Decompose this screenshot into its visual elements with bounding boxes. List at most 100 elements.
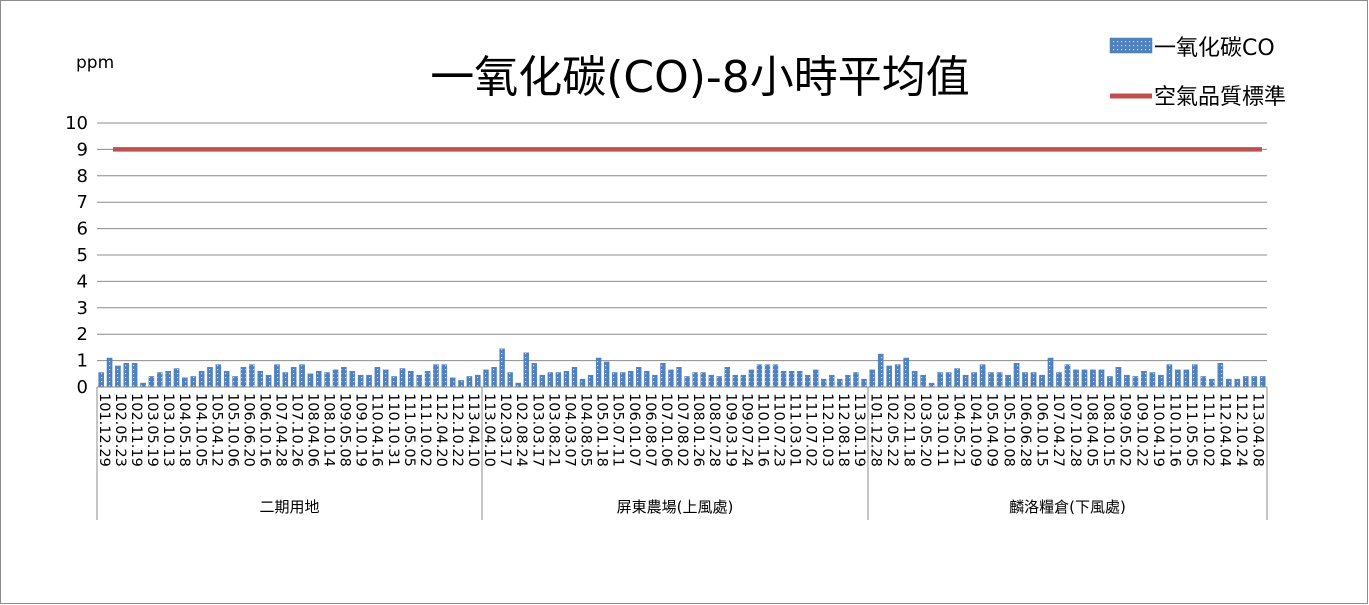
bar <box>1208 378 1215 388</box>
x-tick-label: 108.04.05 <box>1083 393 1099 467</box>
bar <box>1175 369 1181 388</box>
bar <box>523 352 529 388</box>
x-tick-label: 113.04.08 <box>1250 393 1266 467</box>
bar <box>165 370 171 388</box>
bar <box>1259 376 1266 388</box>
bar <box>173 368 180 388</box>
x-tick-label: 111.05.05 <box>401 393 417 467</box>
bar <box>1030 372 1037 388</box>
bar <box>290 367 297 388</box>
y-tick-label: 8 <box>77 166 88 187</box>
bar <box>547 372 554 388</box>
x-tick-label: 104.10.09 <box>967 393 983 467</box>
x-tick-label: 106.06.20 <box>240 393 256 467</box>
bar <box>740 374 747 388</box>
bar <box>1039 374 1045 388</box>
bar <box>903 357 910 388</box>
bar <box>1217 363 1224 388</box>
x-tick-label: 110.04.19 <box>1150 393 1166 467</box>
bar <box>937 372 943 388</box>
bar <box>813 369 819 388</box>
x-tick-label: 105.07.11 <box>610 393 626 467</box>
bar <box>265 374 272 388</box>
legend-swatch-co <box>1109 37 1153 54</box>
bar <box>1192 364 1198 388</box>
bar <box>299 364 305 388</box>
bar <box>1225 378 1232 388</box>
x-tick-label: 103.05.20 <box>917 393 933 467</box>
x-tick-label: 113.01.19 <box>851 393 867 467</box>
x-tick-label: 107.04.27 <box>1050 393 1066 467</box>
bar <box>507 372 513 388</box>
x-tick-label: 107.10.26 <box>289 393 305 467</box>
bar <box>996 372 1003 388</box>
x-tick-label: 106.10.16 <box>256 393 272 467</box>
x-tick-label: 112.04.20 <box>433 393 449 467</box>
y-tick-label: 1 <box>77 351 88 372</box>
x-tick-label: 107.01.06 <box>658 393 674 467</box>
bar <box>877 353 884 388</box>
bar <box>988 372 994 388</box>
y-tick-label: 5 <box>77 245 88 266</box>
bar <box>979 364 986 388</box>
bar <box>408 370 414 388</box>
bar <box>416 374 423 388</box>
bar <box>382 369 389 388</box>
bar <box>148 376 155 388</box>
x-tick-label: 109.05.02 <box>1117 393 1133 467</box>
bar <box>1149 372 1156 388</box>
x-tick-label: 113.04.10 <box>481 393 497 467</box>
bar <box>98 372 104 388</box>
x-tick-label: 109.10.22 <box>1133 393 1149 467</box>
bar <box>821 378 827 388</box>
bar <box>106 357 113 388</box>
x-tick-label: 105.01.18 <box>594 393 610 467</box>
bar <box>156 372 163 388</box>
x-tick-label: 109.07.24 <box>738 393 754 467</box>
x-tick-label: 102.11.18 <box>901 393 917 467</box>
bar <box>732 374 739 388</box>
bar <box>349 370 356 388</box>
bar <box>579 378 586 388</box>
bar <box>796 370 803 388</box>
bar <box>1132 376 1139 388</box>
bar <box>894 364 901 388</box>
x-tick-label: 111.10.02 <box>417 393 433 467</box>
bar <box>595 357 602 388</box>
bar <box>1158 374 1164 388</box>
bar <box>315 370 322 388</box>
legend-label-co: 一氧化碳CO <box>1154 36 1275 61</box>
bar <box>341 367 347 388</box>
x-tick-label: 110.01.16 <box>754 393 770 467</box>
x-tick-label: 103.08.21 <box>545 393 561 467</box>
bar <box>1047 357 1054 388</box>
x-tick-label: 107.08.02 <box>674 393 690 467</box>
bar <box>1200 376 1207 388</box>
bar <box>563 370 570 388</box>
bar <box>911 370 918 388</box>
bar <box>724 367 730 388</box>
bar <box>198 370 205 388</box>
x-tick-label: 108.07.28 <box>706 393 722 467</box>
bar <box>1013 363 1020 388</box>
bar <box>780 370 787 388</box>
x-tick-label: 108.10.15 <box>1100 393 1116 467</box>
bar <box>466 376 473 388</box>
x-tick-label: 113.04.10 <box>465 393 481 467</box>
bar <box>307 373 314 388</box>
bar <box>399 368 406 388</box>
bar <box>215 364 222 388</box>
x-tick-label: 106.01.07 <box>626 393 642 467</box>
x-tick-label: 111.10.02 <box>1200 393 1216 467</box>
bar <box>555 372 562 388</box>
x-tick-label: 102.11.19 <box>128 393 144 467</box>
x-tick-label: 112.10.24 <box>1233 393 1249 467</box>
bar <box>257 370 264 388</box>
bar <box>282 372 289 388</box>
x-tick-label: 102.05.22 <box>884 393 900 467</box>
bar <box>357 374 364 388</box>
bar <box>207 367 213 388</box>
x-tick-label: 111.05.05 <box>1183 393 1199 467</box>
x-tick-label: 111.03.01 <box>787 393 803 467</box>
